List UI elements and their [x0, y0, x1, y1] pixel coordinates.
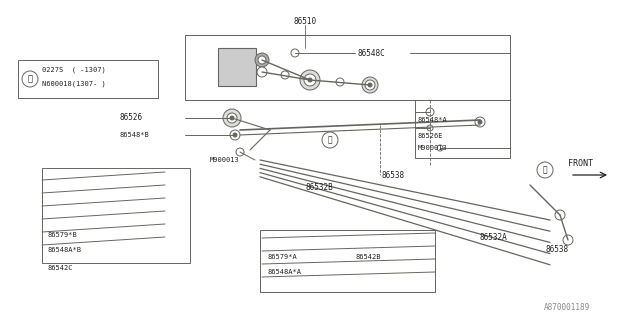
- Text: 86579*B: 86579*B: [48, 232, 77, 238]
- Text: 86538: 86538: [545, 245, 568, 254]
- Circle shape: [258, 56, 266, 64]
- Text: ②: ②: [543, 165, 547, 174]
- Circle shape: [255, 53, 269, 67]
- Text: ①: ①: [28, 75, 33, 84]
- Text: 86532A: 86532A: [480, 234, 508, 243]
- Circle shape: [233, 133, 237, 137]
- Text: 86532B: 86532B: [305, 183, 333, 193]
- Text: 86526E: 86526E: [418, 133, 444, 139]
- Circle shape: [362, 77, 378, 93]
- Circle shape: [227, 113, 237, 123]
- Circle shape: [22, 71, 38, 87]
- Text: FRONT: FRONT: [568, 158, 593, 167]
- Text: 0227S  ( -1307): 0227S ( -1307): [42, 67, 106, 73]
- Text: 86579*A: 86579*A: [268, 254, 298, 260]
- Text: 86548C: 86548C: [358, 49, 386, 58]
- Circle shape: [281, 71, 289, 79]
- Circle shape: [427, 125, 433, 131]
- Circle shape: [426, 108, 434, 116]
- Circle shape: [365, 80, 375, 90]
- Bar: [415, 100, 510, 158]
- Text: 86542C: 86542C: [48, 265, 74, 271]
- Circle shape: [230, 116, 234, 120]
- Circle shape: [563, 235, 573, 245]
- Circle shape: [257, 67, 267, 77]
- Bar: [42, 168, 190, 263]
- Text: A870001189: A870001189: [544, 303, 590, 313]
- Bar: [260, 230, 435, 292]
- Text: 86510: 86510: [293, 18, 317, 27]
- Text: M900013: M900013: [210, 157, 240, 163]
- Text: 86542B: 86542B: [355, 254, 381, 260]
- Circle shape: [322, 132, 338, 148]
- Circle shape: [308, 78, 312, 82]
- Text: 86548A*A: 86548A*A: [268, 269, 302, 275]
- Circle shape: [437, 145, 443, 151]
- Circle shape: [555, 210, 565, 220]
- Circle shape: [336, 78, 344, 86]
- Circle shape: [223, 109, 241, 127]
- Text: 86526: 86526: [120, 114, 143, 123]
- Text: 86538: 86538: [382, 171, 405, 180]
- Circle shape: [304, 74, 316, 86]
- Text: 86548A*B: 86548A*B: [48, 247, 82, 253]
- Text: ②: ②: [328, 135, 332, 145]
- Text: M900013: M900013: [418, 145, 448, 151]
- Bar: [218, 48, 256, 86]
- Circle shape: [300, 70, 320, 90]
- Circle shape: [368, 83, 372, 87]
- Circle shape: [478, 120, 482, 124]
- Circle shape: [230, 130, 240, 140]
- Circle shape: [236, 148, 244, 156]
- Circle shape: [537, 162, 553, 178]
- Text: 86548*A: 86548*A: [418, 117, 448, 123]
- Circle shape: [291, 49, 299, 57]
- Bar: [18, 60, 158, 98]
- Circle shape: [475, 117, 485, 127]
- Text: N600018(1307- ): N600018(1307- ): [42, 81, 106, 87]
- Text: 86548*B: 86548*B: [120, 132, 150, 138]
- Bar: [185, 35, 510, 100]
